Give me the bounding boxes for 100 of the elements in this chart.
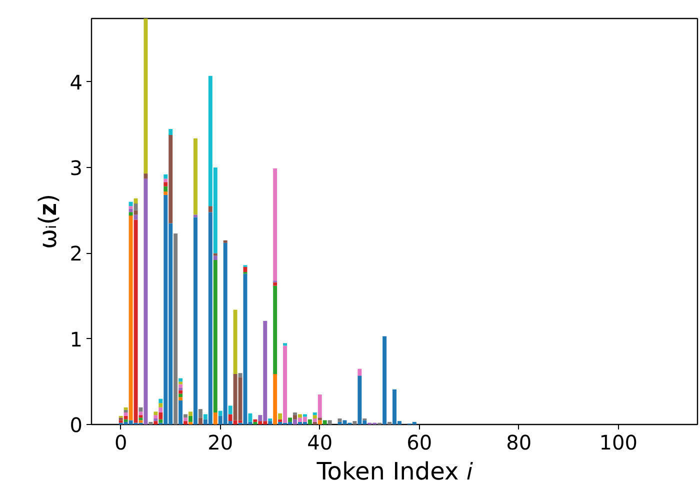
bar bbox=[268, 421, 272, 424]
bar bbox=[138, 420, 143, 423]
bar bbox=[312, 422, 317, 424]
bar bbox=[223, 240, 228, 243]
bar bbox=[213, 253, 218, 256]
bar bbox=[308, 419, 312, 424]
bar bbox=[134, 204, 138, 210]
bar bbox=[178, 378, 183, 382]
bar bbox=[248, 413, 252, 422]
y-tick-label: 1 bbox=[70, 327, 83, 352]
bar bbox=[233, 310, 238, 374]
bar bbox=[283, 343, 288, 346]
bar bbox=[184, 418, 188, 422]
bar bbox=[174, 233, 178, 424]
bar bbox=[188, 422, 192, 424]
bar bbox=[178, 400, 183, 424]
bar bbox=[128, 212, 133, 216]
bar bbox=[193, 214, 198, 218]
bar bbox=[238, 373, 242, 378]
bar bbox=[124, 410, 128, 413]
bar bbox=[168, 134, 173, 224]
y-tick-label: 3 bbox=[70, 156, 83, 180]
bar bbox=[293, 419, 297, 424]
bar bbox=[178, 384, 183, 388]
bar bbox=[154, 421, 158, 424]
bar bbox=[128, 208, 133, 212]
bar bbox=[178, 382, 183, 384]
bar bbox=[198, 409, 202, 418]
bar bbox=[328, 420, 332, 424]
bar bbox=[198, 418, 202, 424]
bar bbox=[144, 18, 148, 174]
bar bbox=[188, 412, 192, 416]
bar bbox=[302, 414, 307, 417]
bar bbox=[298, 414, 302, 418]
bar bbox=[213, 256, 218, 260]
bar bbox=[228, 406, 232, 414]
bar bbox=[164, 178, 168, 182]
bar bbox=[134, 214, 138, 220]
bar bbox=[124, 407, 128, 410]
bar bbox=[273, 168, 278, 281]
bar bbox=[178, 394, 183, 398]
bar bbox=[154, 418, 158, 422]
x-axis-title: Token Index 𝑖 bbox=[316, 458, 474, 486]
bar bbox=[268, 418, 272, 422]
bar bbox=[178, 388, 183, 390]
bar bbox=[134, 210, 138, 215]
bar bbox=[124, 416, 128, 420]
x-tick-label: 40 bbox=[307, 430, 333, 454]
x-tick-label: 0 bbox=[114, 430, 128, 454]
bar bbox=[213, 260, 218, 413]
bar bbox=[158, 419, 163, 423]
bar bbox=[158, 403, 163, 408]
bar bbox=[293, 415, 297, 420]
bar bbox=[164, 186, 168, 192]
bar bbox=[312, 412, 317, 416]
bar bbox=[312, 418, 317, 422]
bar bbox=[283, 346, 288, 423]
bar bbox=[358, 368, 362, 376]
bar bbox=[124, 419, 128, 422]
bar bbox=[288, 418, 292, 422]
bar bbox=[278, 419, 282, 422]
bar bbox=[243, 266, 248, 272]
bar bbox=[158, 412, 163, 420]
bar bbox=[178, 390, 183, 394]
bar bbox=[128, 206, 133, 209]
bar bbox=[144, 178, 148, 424]
bar bbox=[278, 413, 282, 420]
bar bbox=[144, 174, 148, 179]
x-tick-label: 60 bbox=[406, 430, 432, 454]
bar bbox=[273, 374, 278, 424]
bar bbox=[158, 398, 163, 404]
bar bbox=[184, 421, 188, 424]
bar bbox=[168, 128, 173, 135]
x-tick-label: 80 bbox=[506, 430, 532, 454]
bar bbox=[208, 206, 212, 212]
bar bbox=[118, 420, 123, 423]
bar bbox=[273, 286, 278, 374]
bar bbox=[193, 217, 198, 424]
bar bbox=[312, 415, 317, 419]
y-tick-label: 2 bbox=[70, 242, 83, 266]
bar bbox=[124, 412, 128, 416]
bar bbox=[382, 336, 387, 424]
bar bbox=[193, 138, 198, 215]
bar bbox=[322, 420, 327, 424]
bar bbox=[164, 174, 168, 179]
y-tick-label: 4 bbox=[70, 70, 83, 94]
bar bbox=[218, 410, 222, 416]
bar bbox=[188, 416, 192, 422]
bar bbox=[154, 415, 158, 419]
bar bbox=[128, 202, 133, 206]
bar bbox=[318, 418, 322, 420]
y-axis-title: ωᵢ(𝐳) bbox=[34, 194, 62, 250]
bar bbox=[318, 394, 322, 418]
x-tick-label: 20 bbox=[208, 430, 234, 454]
x-tick-label: 100 bbox=[599, 430, 638, 454]
bar bbox=[158, 407, 163, 413]
bar bbox=[293, 412, 297, 416]
bar bbox=[253, 422, 258, 424]
bar bbox=[388, 422, 392, 424]
bar bbox=[203, 414, 208, 420]
